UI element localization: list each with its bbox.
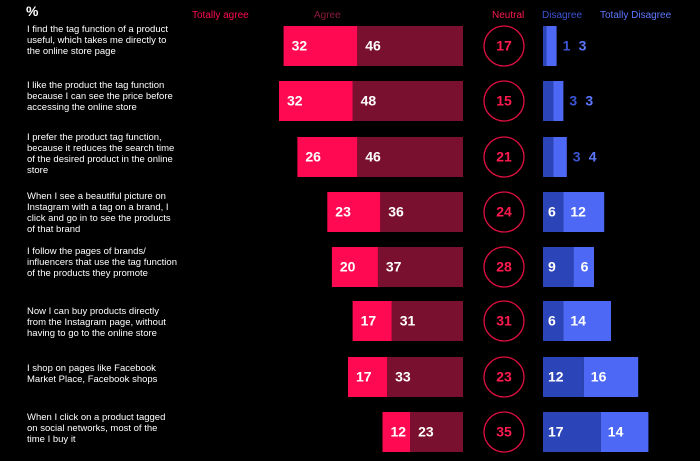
row-label-0: I find the tag function of a product use… xyxy=(27,24,169,57)
disagree-value-7: 17 xyxy=(548,424,564,440)
totally-disagree-value-3: 12 xyxy=(570,204,586,220)
row-label-3: When I see a beautiful picture on Instag… xyxy=(27,191,171,235)
totally-agree-value-3: 23 xyxy=(335,204,351,220)
agree-value-6: 33 xyxy=(395,369,411,385)
neutral-ring-6 xyxy=(483,356,525,398)
neutral-ring-0 xyxy=(483,25,525,67)
totally-disagree-bar-7 xyxy=(600,412,649,452)
row-label-4: I follow the pages of brands/ influencer… xyxy=(27,246,177,279)
percent-unit-label: % xyxy=(26,3,39,19)
totally-agree-value-4: 20 xyxy=(340,259,356,275)
neutral-ring-1 xyxy=(483,80,525,122)
agree-bar-0 xyxy=(357,26,463,66)
row-label-6: I shop on pages like Facebook Market Pla… xyxy=(27,363,158,385)
disagree-bar-0 xyxy=(543,26,547,66)
agree-value-3: 36 xyxy=(388,204,404,220)
disagree-bar-6 xyxy=(543,357,584,397)
disagree-bar-1 xyxy=(543,81,554,121)
disagree-value-1: 3 xyxy=(569,93,577,109)
totally-agree-bar-5 xyxy=(352,301,392,341)
neutral-value-5: 31 xyxy=(496,313,512,329)
header-disagree: Disagree xyxy=(542,10,583,21)
neutral-value-7: 35 xyxy=(496,424,512,440)
totally-disagree-value-5: 14 xyxy=(570,313,586,329)
totally-agree-value-6: 17 xyxy=(356,369,372,385)
disagree-bar-7 xyxy=(543,412,601,452)
totally-disagree-bar-3 xyxy=(563,192,605,232)
totally-disagree-value-0: 3 xyxy=(579,38,587,54)
totally-disagree-value-7: 14 xyxy=(608,424,624,440)
neutral-ring-3 xyxy=(483,191,525,233)
agree-bar-3 xyxy=(380,192,463,232)
totally-agree-value-1: 32 xyxy=(287,93,303,109)
neutral-ring-4 xyxy=(483,246,525,288)
disagree-value-3: 6 xyxy=(548,204,556,220)
agree-value-7: 23 xyxy=(418,424,434,440)
disagree-bar-4 xyxy=(543,247,574,287)
header-totally-disagree: Totally Disagree xyxy=(600,10,672,21)
agree-value-4: 37 xyxy=(386,259,402,275)
totally-disagree-value-6: 16 xyxy=(591,369,607,385)
totally-disagree-bar-1 xyxy=(553,81,564,121)
totally-disagree-value-4: 6 xyxy=(581,259,589,275)
agree-value-0: 46 xyxy=(365,38,381,54)
neutral-value-2: 21 xyxy=(496,149,512,165)
totally-disagree-bar-6 xyxy=(583,357,639,397)
header-totally-agree: Totally agree xyxy=(192,10,249,21)
agree-value-2: 46 xyxy=(365,149,381,165)
agree-value-5: 31 xyxy=(400,313,416,329)
disagree-bar-3 xyxy=(543,192,564,232)
totally-agree-bar-4 xyxy=(331,247,378,287)
totally-agree-value-2: 26 xyxy=(305,149,321,165)
agree-bar-4 xyxy=(377,247,463,287)
row-label-2: I prefer the product tag function, becau… xyxy=(27,132,175,176)
disagree-value-6: 12 xyxy=(548,369,564,385)
neutral-value-1: 15 xyxy=(496,93,512,109)
totally-agree-bar-0 xyxy=(283,26,358,66)
neutral-ring-2 xyxy=(483,136,525,178)
row-label-7: When I click on a product tagged on soci… xyxy=(27,412,166,445)
agree-bar-6 xyxy=(387,357,463,397)
totally-agree-bar-6 xyxy=(348,357,388,397)
totally-agree-bar-3 xyxy=(327,192,381,232)
totally-disagree-value-1: 3 xyxy=(585,93,593,109)
totally-agree-bar-7 xyxy=(382,412,411,452)
neutral-value-6: 23 xyxy=(496,369,512,385)
agree-value-1: 48 xyxy=(361,93,377,109)
row-label-1: I like the product the tag function beca… xyxy=(27,80,173,113)
disagree-bar-5 xyxy=(543,301,564,341)
neutral-value-4: 28 xyxy=(496,259,512,275)
totally-disagree-bar-2 xyxy=(553,137,567,177)
totally-disagree-bar-4 xyxy=(573,247,594,287)
disagree-value-2: 3 xyxy=(573,149,581,165)
disagree-value-4: 9 xyxy=(548,259,556,275)
agree-bar-1 xyxy=(352,81,463,121)
totally-agree-value-0: 32 xyxy=(292,38,308,54)
disagree-bar-2 xyxy=(543,137,554,177)
neutral-value-0: 17 xyxy=(496,38,512,54)
neutral-ring-5 xyxy=(483,300,525,342)
neutral-ring-7 xyxy=(483,411,525,453)
totally-disagree-value-2: 4 xyxy=(589,149,597,165)
agree-bar-7 xyxy=(410,412,463,452)
disagree-value-5: 6 xyxy=(548,313,556,329)
totally-disagree-bar-0 xyxy=(546,26,557,66)
neutral-value-3: 24 xyxy=(496,204,512,220)
totally-agree-value-5: 17 xyxy=(361,313,377,329)
totally-agree-bar-2 xyxy=(297,137,358,177)
disagree-value-0: 1 xyxy=(563,38,571,54)
agree-bar-2 xyxy=(357,137,463,177)
totally-disagree-bar-5 xyxy=(563,301,611,341)
totally-agree-bar-1 xyxy=(279,81,353,121)
totally-agree-value-7: 12 xyxy=(391,424,407,440)
row-label-5: Now I can buy products directly from the… xyxy=(27,306,166,339)
header-neutral: Neutral xyxy=(492,10,525,21)
agree-bar-5 xyxy=(391,301,463,341)
header-agree: Agree xyxy=(314,10,341,21)
